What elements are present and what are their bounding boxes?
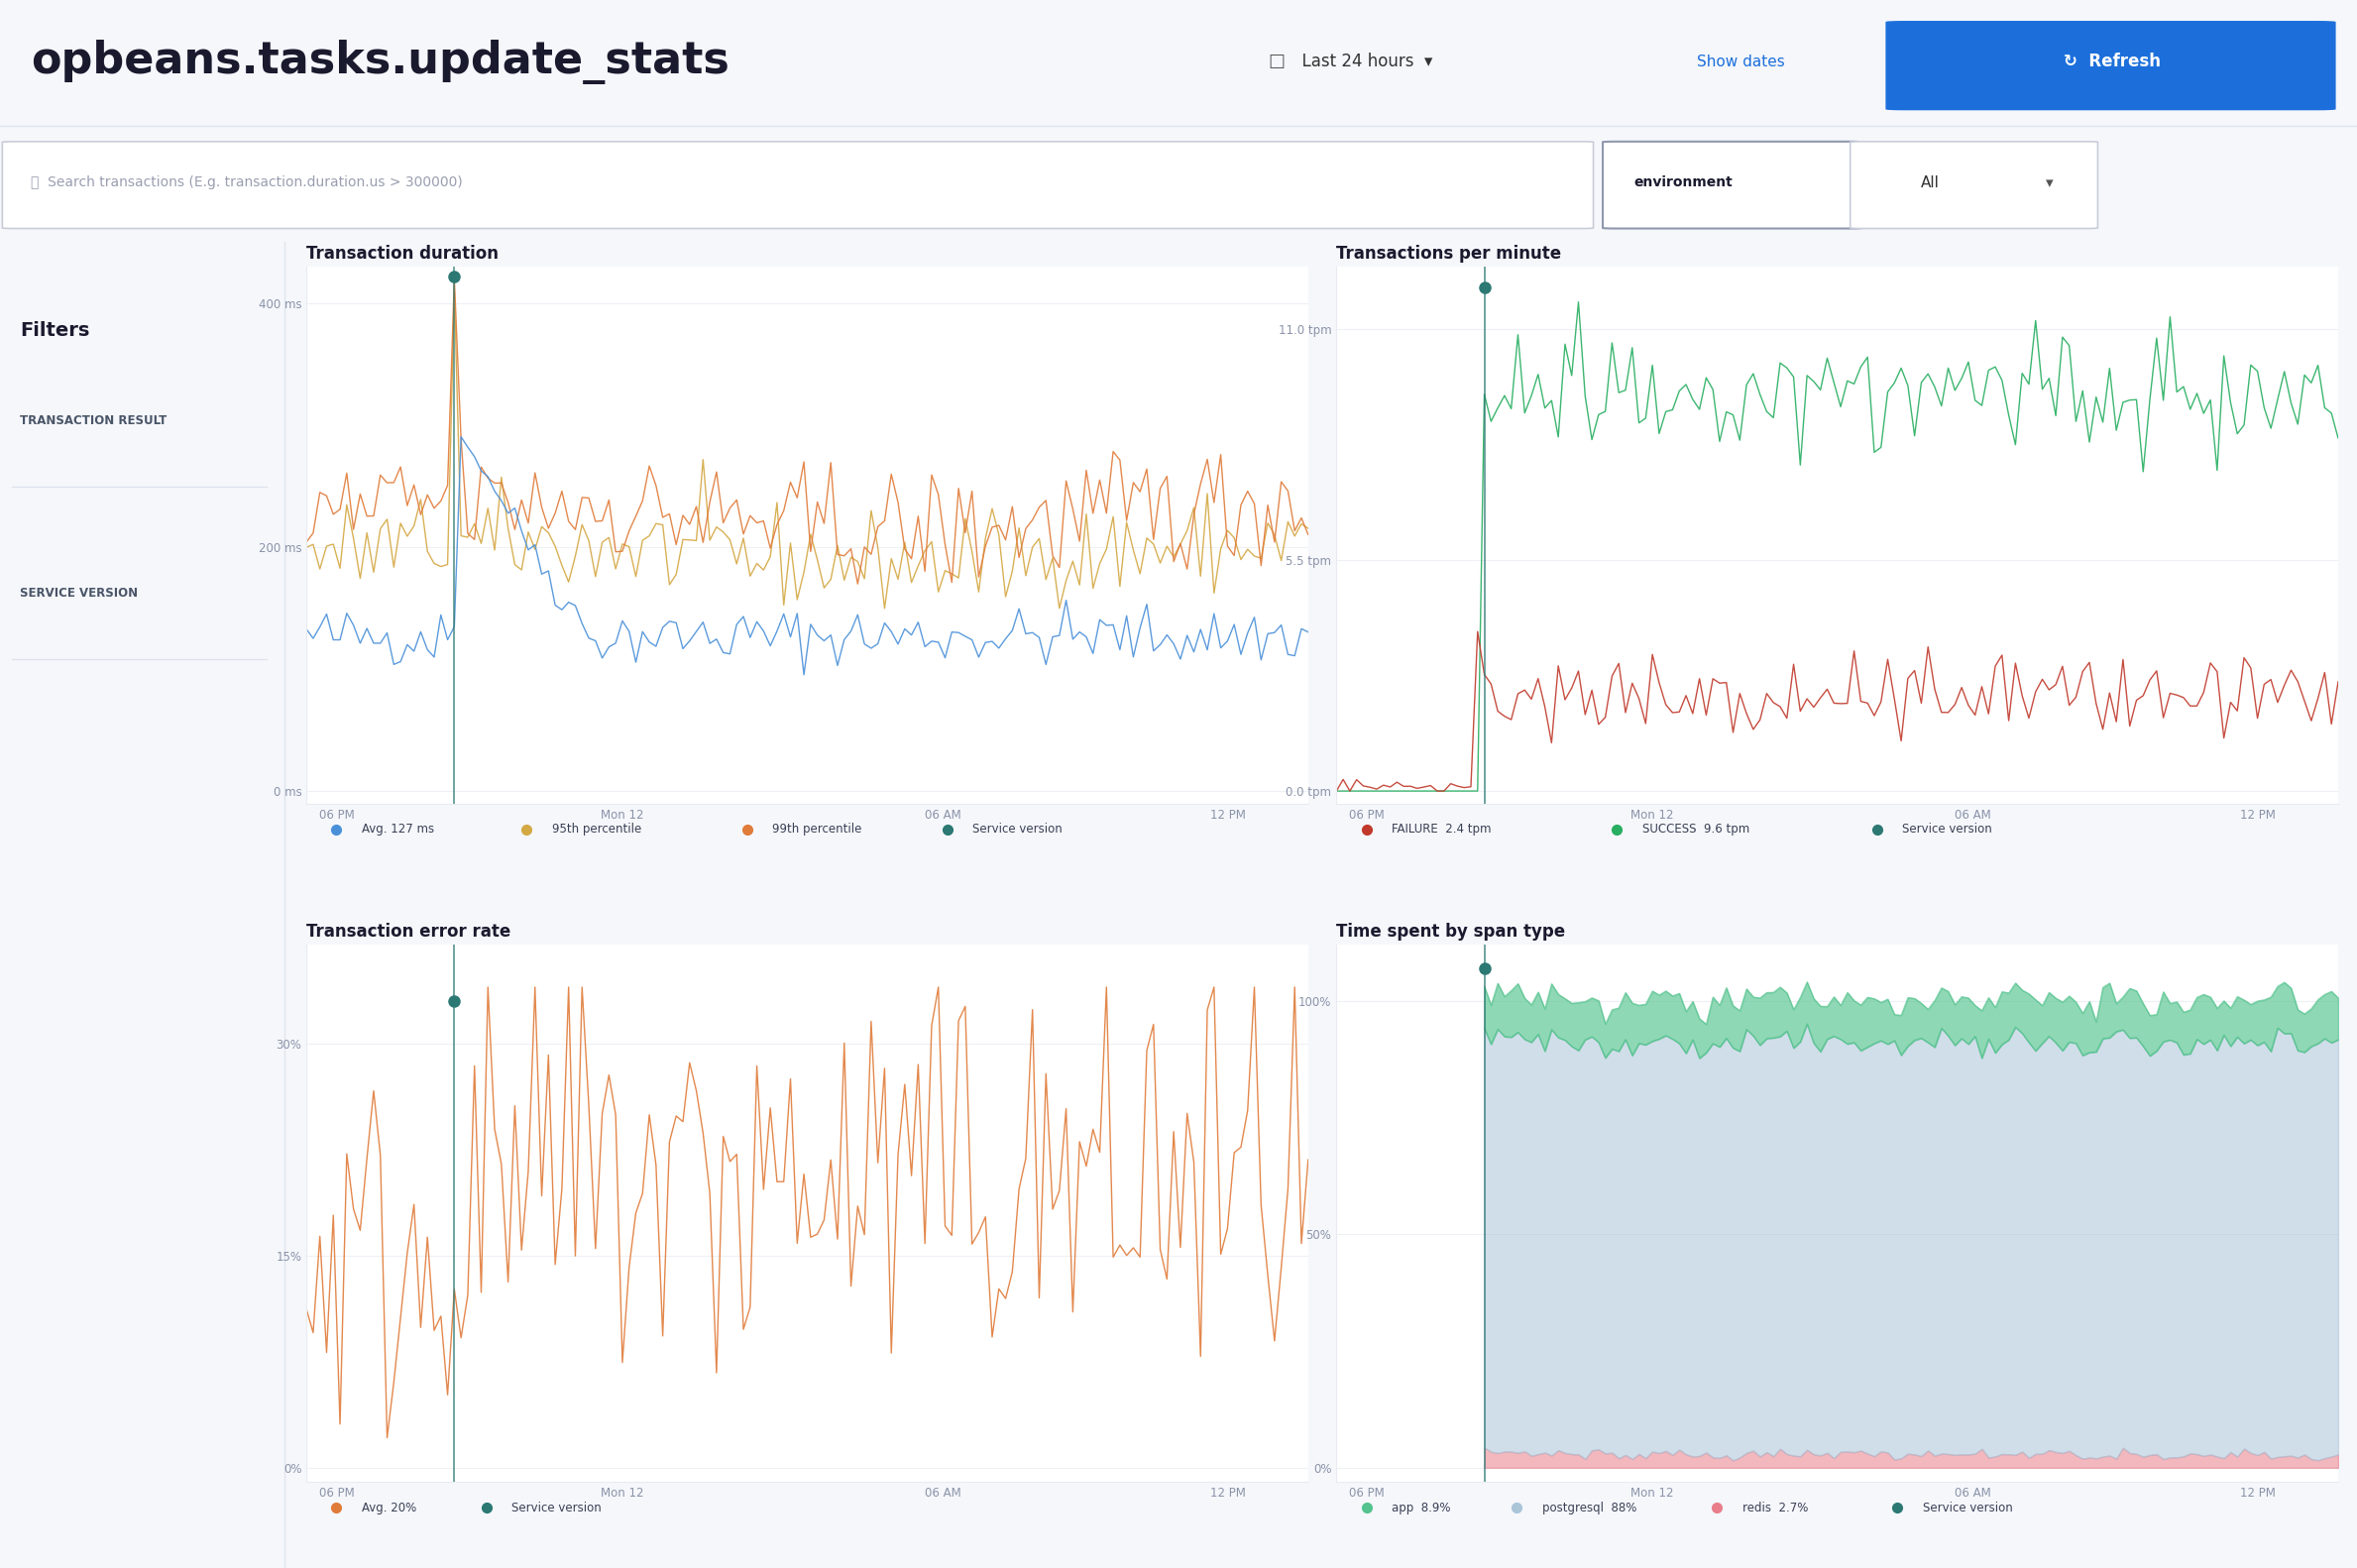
Text: Avg. 20%: Avg. 20%	[361, 1501, 417, 1515]
Text: Time spent by span type: Time spent by span type	[1336, 922, 1565, 941]
Text: environment: environment	[1633, 176, 1732, 190]
Text: SUCCESS  9.6 tpm: SUCCESS 9.6 tpm	[1643, 823, 1749, 836]
Text: redis  2.7%: redis 2.7%	[1742, 1501, 1808, 1515]
Text: Service version: Service version	[973, 823, 1063, 836]
Text: app  8.9%: app 8.9%	[1391, 1501, 1450, 1515]
Text: SERVICE VERSION: SERVICE VERSION	[21, 586, 139, 599]
Text: 99th percentile: 99th percentile	[773, 823, 863, 836]
Text: 95th percentile: 95th percentile	[552, 823, 641, 836]
Text: ↻  Refresh: ↻ Refresh	[2062, 53, 2161, 71]
FancyBboxPatch shape	[1850, 141, 2098, 229]
FancyBboxPatch shape	[1886, 20, 2336, 110]
Text: postgresql  88%: postgresql 88%	[1541, 1501, 1636, 1515]
Text: Transaction duration: Transaction duration	[306, 245, 500, 262]
Text: Service version: Service version	[511, 1501, 601, 1515]
Text: ▾: ▾	[2046, 176, 2053, 190]
Text: Transactions per minute: Transactions per minute	[1336, 245, 1563, 262]
FancyBboxPatch shape	[2, 141, 1593, 229]
Text: Transaction error rate: Transaction error rate	[306, 922, 511, 941]
Text: opbeans.tasks.update_stats: opbeans.tasks.update_stats	[31, 39, 728, 85]
Text: Last 24 hours  ▾: Last 24 hours ▾	[1292, 53, 1433, 71]
Text: Service version: Service version	[1902, 823, 1992, 836]
FancyBboxPatch shape	[1603, 141, 1862, 229]
Text: Avg. 127 ms: Avg. 127 ms	[361, 823, 434, 836]
Text: Service version: Service version	[1923, 1501, 2013, 1515]
Text: All: All	[1921, 176, 1940, 190]
Text: TRANSACTION RESULT: TRANSACTION RESULT	[21, 414, 167, 426]
Text: Filters: Filters	[21, 321, 90, 340]
Text: FAILURE  2.4 tpm: FAILURE 2.4 tpm	[1391, 823, 1492, 836]
Text: Show dates: Show dates	[1697, 55, 1784, 69]
Text: 🔍  Search transactions (E.g. transaction.duration.us > 300000): 🔍 Search transactions (E.g. transaction.…	[31, 176, 462, 190]
Text: □: □	[1268, 53, 1285, 71]
